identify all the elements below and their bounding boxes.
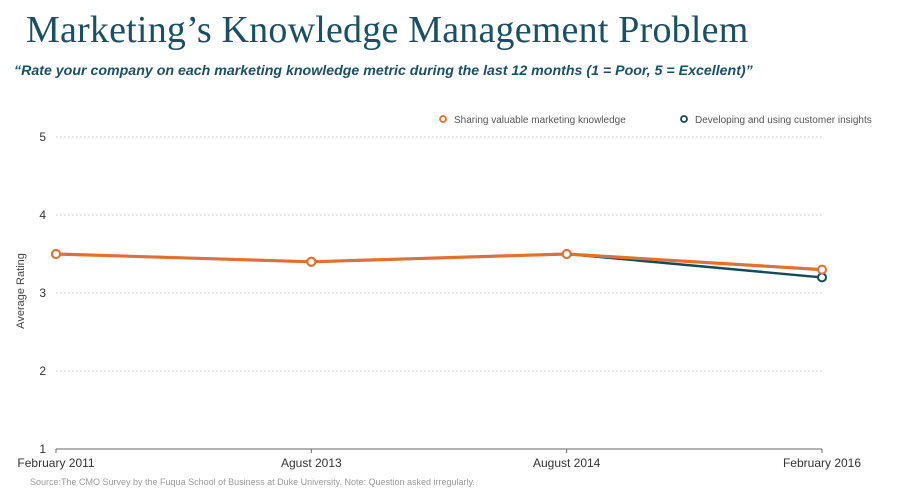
series-0-point [306, 256, 317, 267]
series-0-point [51, 249, 61, 259]
y-tick-label: 2 [39, 364, 46, 378]
series-0-point [561, 249, 572, 259]
x-tick-label: February 2011 [17, 456, 94, 470]
axis-layer: 1 2 3 4 5 February 2011 Agust 2013 August 2014 F… [15, 130, 861, 470]
legend-marker-1 [680, 115, 688, 123]
legend-label-1: Developing and using customer insights [695, 115, 872, 126]
y-tick-label: 3 [39, 286, 46, 300]
x-tick-label: August 2014 [533, 456, 601, 470]
x-tick-label: Agust 2013 [281, 456, 342, 470]
series-layer [51, 249, 827, 283]
y-axis-label: Average Rating [15, 253, 27, 329]
grid-layer [56, 136, 822, 372]
y-tick-label: 5 [39, 130, 46, 144]
legend-marker-0 [439, 115, 447, 123]
page-subtitle: “Rate your company on each marketing kno… [14, 63, 753, 79]
legend-layer: Sharing valuable marketing knowledge Deve… [439, 115, 872, 126]
page-title: Marketing’s Knowledge Management Problem [26, 9, 749, 51]
series-line-0 [54, 252, 824, 272]
y-tick-label: 1 [39, 442, 46, 456]
y-tick-label: 4 [39, 208, 46, 222]
x-tick-label: February 2016 [783, 456, 861, 470]
legend-label-0: Sharing valuable marketing knowledge [454, 115, 626, 126]
source-note: Source:The CMO Survey by the Fuqua Schoo… [30, 477, 475, 487]
series-0-point [817, 264, 827, 275]
